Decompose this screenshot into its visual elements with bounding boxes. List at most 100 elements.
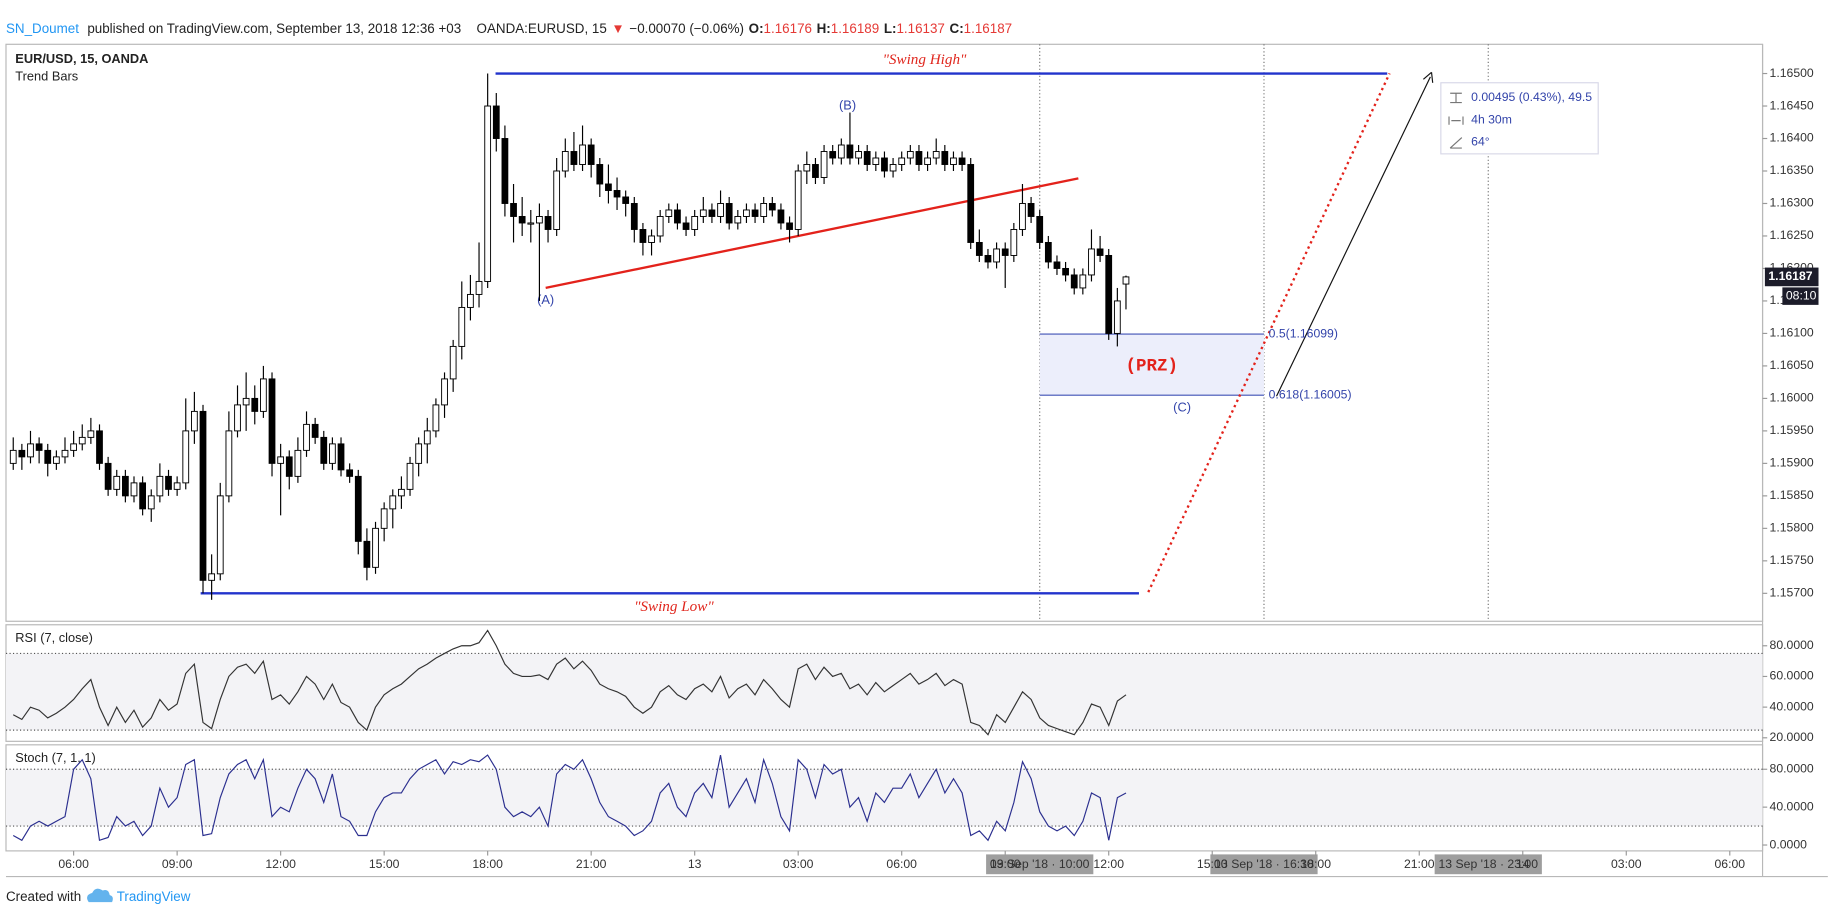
candle-body — [958, 157, 966, 165]
candle-body — [872, 157, 880, 165]
candle-body — [518, 216, 526, 224]
candle-body — [458, 306, 466, 347]
candle-body — [9, 449, 17, 464]
wave-b: (B) — [839, 97, 856, 112]
candle-body — [579, 144, 586, 165]
candle-body — [751, 209, 759, 217]
arrow-line — [1275, 76, 1431, 397]
candle-body — [725, 203, 733, 224]
candle-body — [372, 527, 379, 568]
swing-low-label: "Swing Low" — [634, 598, 714, 615]
candle-body — [967, 164, 975, 243]
candle-body — [777, 209, 785, 224]
candle-body — [717, 203, 724, 217]
candle-body — [1010, 229, 1018, 256]
candle-body — [1113, 300, 1121, 334]
candle-body — [268, 378, 276, 464]
candle-body — [165, 475, 172, 490]
candle-body — [492, 105, 500, 139]
x-tick-label: 14 — [1516, 857, 1530, 871]
candle-body — [1079, 274, 1087, 289]
candle-body — [406, 462, 414, 490]
over-layer: 13 Sep '18 · 10:00 13 Sep '18 · 16:30 13 S… — [986, 326, 1542, 875]
candle-body — [260, 378, 267, 412]
ohlc-label: O: — [749, 21, 764, 36]
x-tick-label: 06:00 — [1714, 857, 1745, 871]
y-tick-label: 1.16250 — [1770, 228, 1814, 242]
candle-body — [467, 293, 474, 308]
candle-body — [708, 209, 716, 217]
candle-body — [52, 456, 60, 464]
chart-title: EUR/USD, 15, OANDA — [15, 51, 148, 66]
candle-body — [104, 462, 112, 490]
candle-body — [320, 436, 328, 464]
candle-body — [570, 151, 578, 165]
y-tick-label: 60.0000 — [1770, 669, 1814, 683]
candle-body — [35, 443, 43, 451]
candle-body — [432, 404, 440, 432]
wave-a: (A) — [537, 292, 554, 307]
y-tick-label: 1.16050 — [1770, 358, 1814, 372]
candle-body — [130, 482, 138, 497]
candle-body — [475, 280, 483, 295]
candle-body — [1088, 248, 1095, 276]
candle-body — [691, 216, 699, 230]
candle-body — [544, 216, 552, 230]
trend-line — [545, 177, 1079, 290]
prz-label: (PRZ) — [1126, 357, 1178, 377]
candle-body — [760, 203, 768, 217]
candle-body — [924, 157, 931, 165]
candle-body — [596, 164, 604, 185]
under-layer — [200, 44, 1489, 622]
candle-body — [199, 410, 207, 581]
y-tick-label: 1.16500 — [1770, 66, 1814, 80]
candle-body — [1044, 241, 1052, 263]
candle-body — [363, 540, 371, 568]
candle-body — [61, 449, 69, 458]
y-tick-label: 1.16300 — [1770, 196, 1814, 210]
candle-body — [993, 248, 1000, 263]
candle-body — [121, 475, 129, 497]
x-tick-label: 15:00 — [1197, 857, 1228, 871]
candle-body — [639, 229, 647, 243]
y-tick-label: 80.0000 — [1770, 761, 1814, 775]
y-tick-label: 1.15800 — [1770, 521, 1814, 535]
measure-angle: 64° — [1471, 134, 1490, 148]
candle-body — [423, 430, 431, 445]
band-fill — [5, 769, 1763, 827]
candle-body — [975, 241, 983, 256]
candle-body — [950, 157, 957, 165]
candle-body — [70, 443, 78, 451]
countdown-box — [1782, 287, 1819, 305]
candle-body — [622, 196, 630, 204]
indicator-line — [12, 754, 1127, 842]
candle-body — [906, 151, 914, 159]
candle-body — [648, 235, 655, 243]
last-price-label: 1.16187 — [1768, 269, 1812, 283]
y-tick-label: 1.15700 — [1770, 586, 1814, 600]
ohlc-value: 1.16187 — [964, 21, 1012, 36]
wave-c: (C) — [1173, 399, 1191, 414]
candle-body — [812, 164, 819, 178]
time-marker-box — [1210, 854, 1318, 875]
candle-body — [898, 157, 906, 165]
candle-body — [311, 423, 319, 438]
candle-body — [113, 475, 121, 490]
candle-body — [191, 410, 198, 432]
projection-line — [1147, 72, 1391, 593]
footer-brand[interactable]: TradingView — [117, 889, 191, 904]
y-tick-label: 40.0000 — [1770, 799, 1814, 813]
candle-body — [182, 430, 190, 484]
candle-body — [78, 436, 86, 445]
y-tick-label: 1.15750 — [1770, 553, 1814, 567]
candle-body — [398, 488, 405, 497]
candle-body — [829, 151, 837, 159]
author[interactable]: SN_Doumet — [6, 21, 79, 36]
candle-body — [587, 144, 595, 165]
candle-body — [734, 216, 742, 224]
time-marker-box — [1434, 854, 1542, 875]
candle-body — [449, 345, 457, 380]
